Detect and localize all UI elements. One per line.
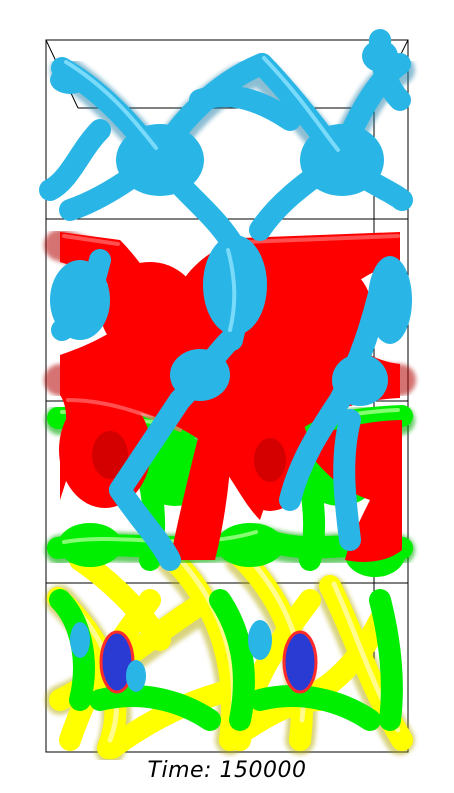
time-label: Time:	[147, 758, 212, 783]
isosurface-render	[39, 29, 416, 760]
blue-phase-surface	[70, 620, 318, 694]
time-value: 150000	[219, 758, 307, 783]
cyan-phase-surface	[39, 29, 415, 571]
time-caption: Time: 150000	[0, 758, 454, 783]
